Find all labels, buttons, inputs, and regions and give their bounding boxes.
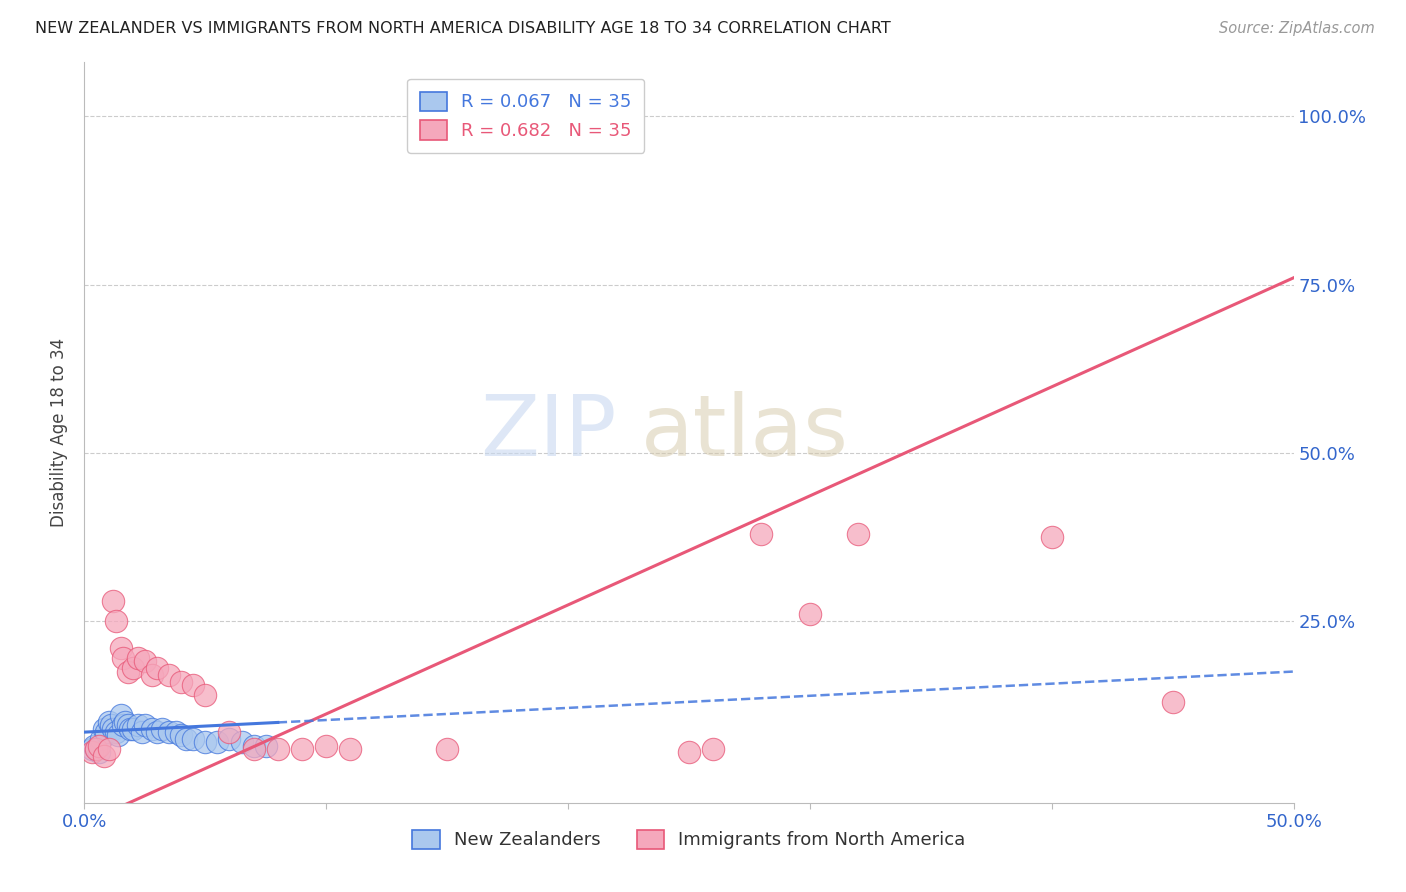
- Point: [218, 731, 240, 746]
- Point: [339, 742, 361, 756]
- Y-axis label: Disability Age 18 to 34: Disability Age 18 to 34: [49, 338, 67, 527]
- Point: [1040, 530, 1063, 544]
- Point: [134, 655, 156, 669]
- Point: [90, 731, 112, 746]
- Point: [80, 745, 103, 759]
- Point: [141, 722, 163, 736]
- Point: [218, 725, 240, 739]
- Point: [83, 739, 105, 753]
- Point: [436, 742, 458, 756]
- Point: [207, 735, 229, 749]
- Point: [127, 718, 149, 732]
- Point: [110, 708, 132, 723]
- Point: [104, 725, 127, 739]
- Point: [174, 731, 197, 746]
- Point: [134, 718, 156, 732]
- Point: [112, 651, 135, 665]
- Point: [110, 640, 132, 655]
- Point: [678, 745, 700, 759]
- Point: [194, 735, 217, 749]
- Point: [150, 722, 173, 736]
- Point: [131, 725, 153, 739]
- Point: [170, 729, 193, 743]
- Point: [127, 651, 149, 665]
- Point: [702, 742, 724, 756]
- Point: [267, 742, 290, 756]
- Point: [557, 109, 579, 123]
- Point: [231, 735, 253, 749]
- Point: [104, 614, 127, 628]
- Point: [194, 688, 217, 702]
- Point: [94, 725, 117, 739]
- Text: ZIP: ZIP: [479, 391, 616, 475]
- Point: [846, 526, 869, 541]
- Point: [242, 739, 264, 753]
- Point: [93, 722, 115, 736]
- Text: atlas: atlas: [641, 391, 849, 475]
- Point: [117, 718, 139, 732]
- Point: [157, 725, 180, 739]
- Point: [80, 742, 103, 756]
- Point: [146, 661, 169, 675]
- Point: [181, 731, 204, 746]
- Point: [254, 739, 277, 753]
- Text: NEW ZEALANDER VS IMMIGRANTS FROM NORTH AMERICA DISABILITY AGE 18 TO 34 CORRELATI: NEW ZEALANDER VS IMMIGRANTS FROM NORTH A…: [35, 21, 891, 36]
- Point: [86, 742, 108, 756]
- Point: [103, 722, 125, 736]
- Point: [112, 718, 135, 732]
- Point: [87, 739, 110, 753]
- Point: [799, 607, 821, 622]
- Point: [93, 748, 115, 763]
- Point: [121, 722, 143, 736]
- Point: [291, 742, 314, 756]
- Point: [165, 725, 187, 739]
- Point: [557, 109, 579, 123]
- Text: Source: ZipAtlas.com: Source: ZipAtlas.com: [1219, 21, 1375, 36]
- Point: [242, 742, 264, 756]
- Point: [315, 739, 337, 753]
- Point: [97, 742, 120, 756]
- Point: [141, 668, 163, 682]
- Point: [114, 714, 136, 729]
- Point: [751, 526, 773, 541]
- Point: [97, 714, 120, 729]
- Legend: New Zealanders, Immigrants from North America: New Zealanders, Immigrants from North Am…: [405, 822, 973, 856]
- Point: [121, 661, 143, 675]
- Point: [100, 718, 122, 732]
- Point: [120, 722, 142, 736]
- Point: [1161, 695, 1184, 709]
- Point: [103, 594, 125, 608]
- Point: [86, 742, 108, 756]
- Point: [107, 729, 129, 743]
- Point: [181, 678, 204, 692]
- Point: [157, 668, 180, 682]
- Point: [87, 745, 110, 759]
- Point: [146, 725, 169, 739]
- Point: [170, 674, 193, 689]
- Point: [117, 665, 139, 679]
